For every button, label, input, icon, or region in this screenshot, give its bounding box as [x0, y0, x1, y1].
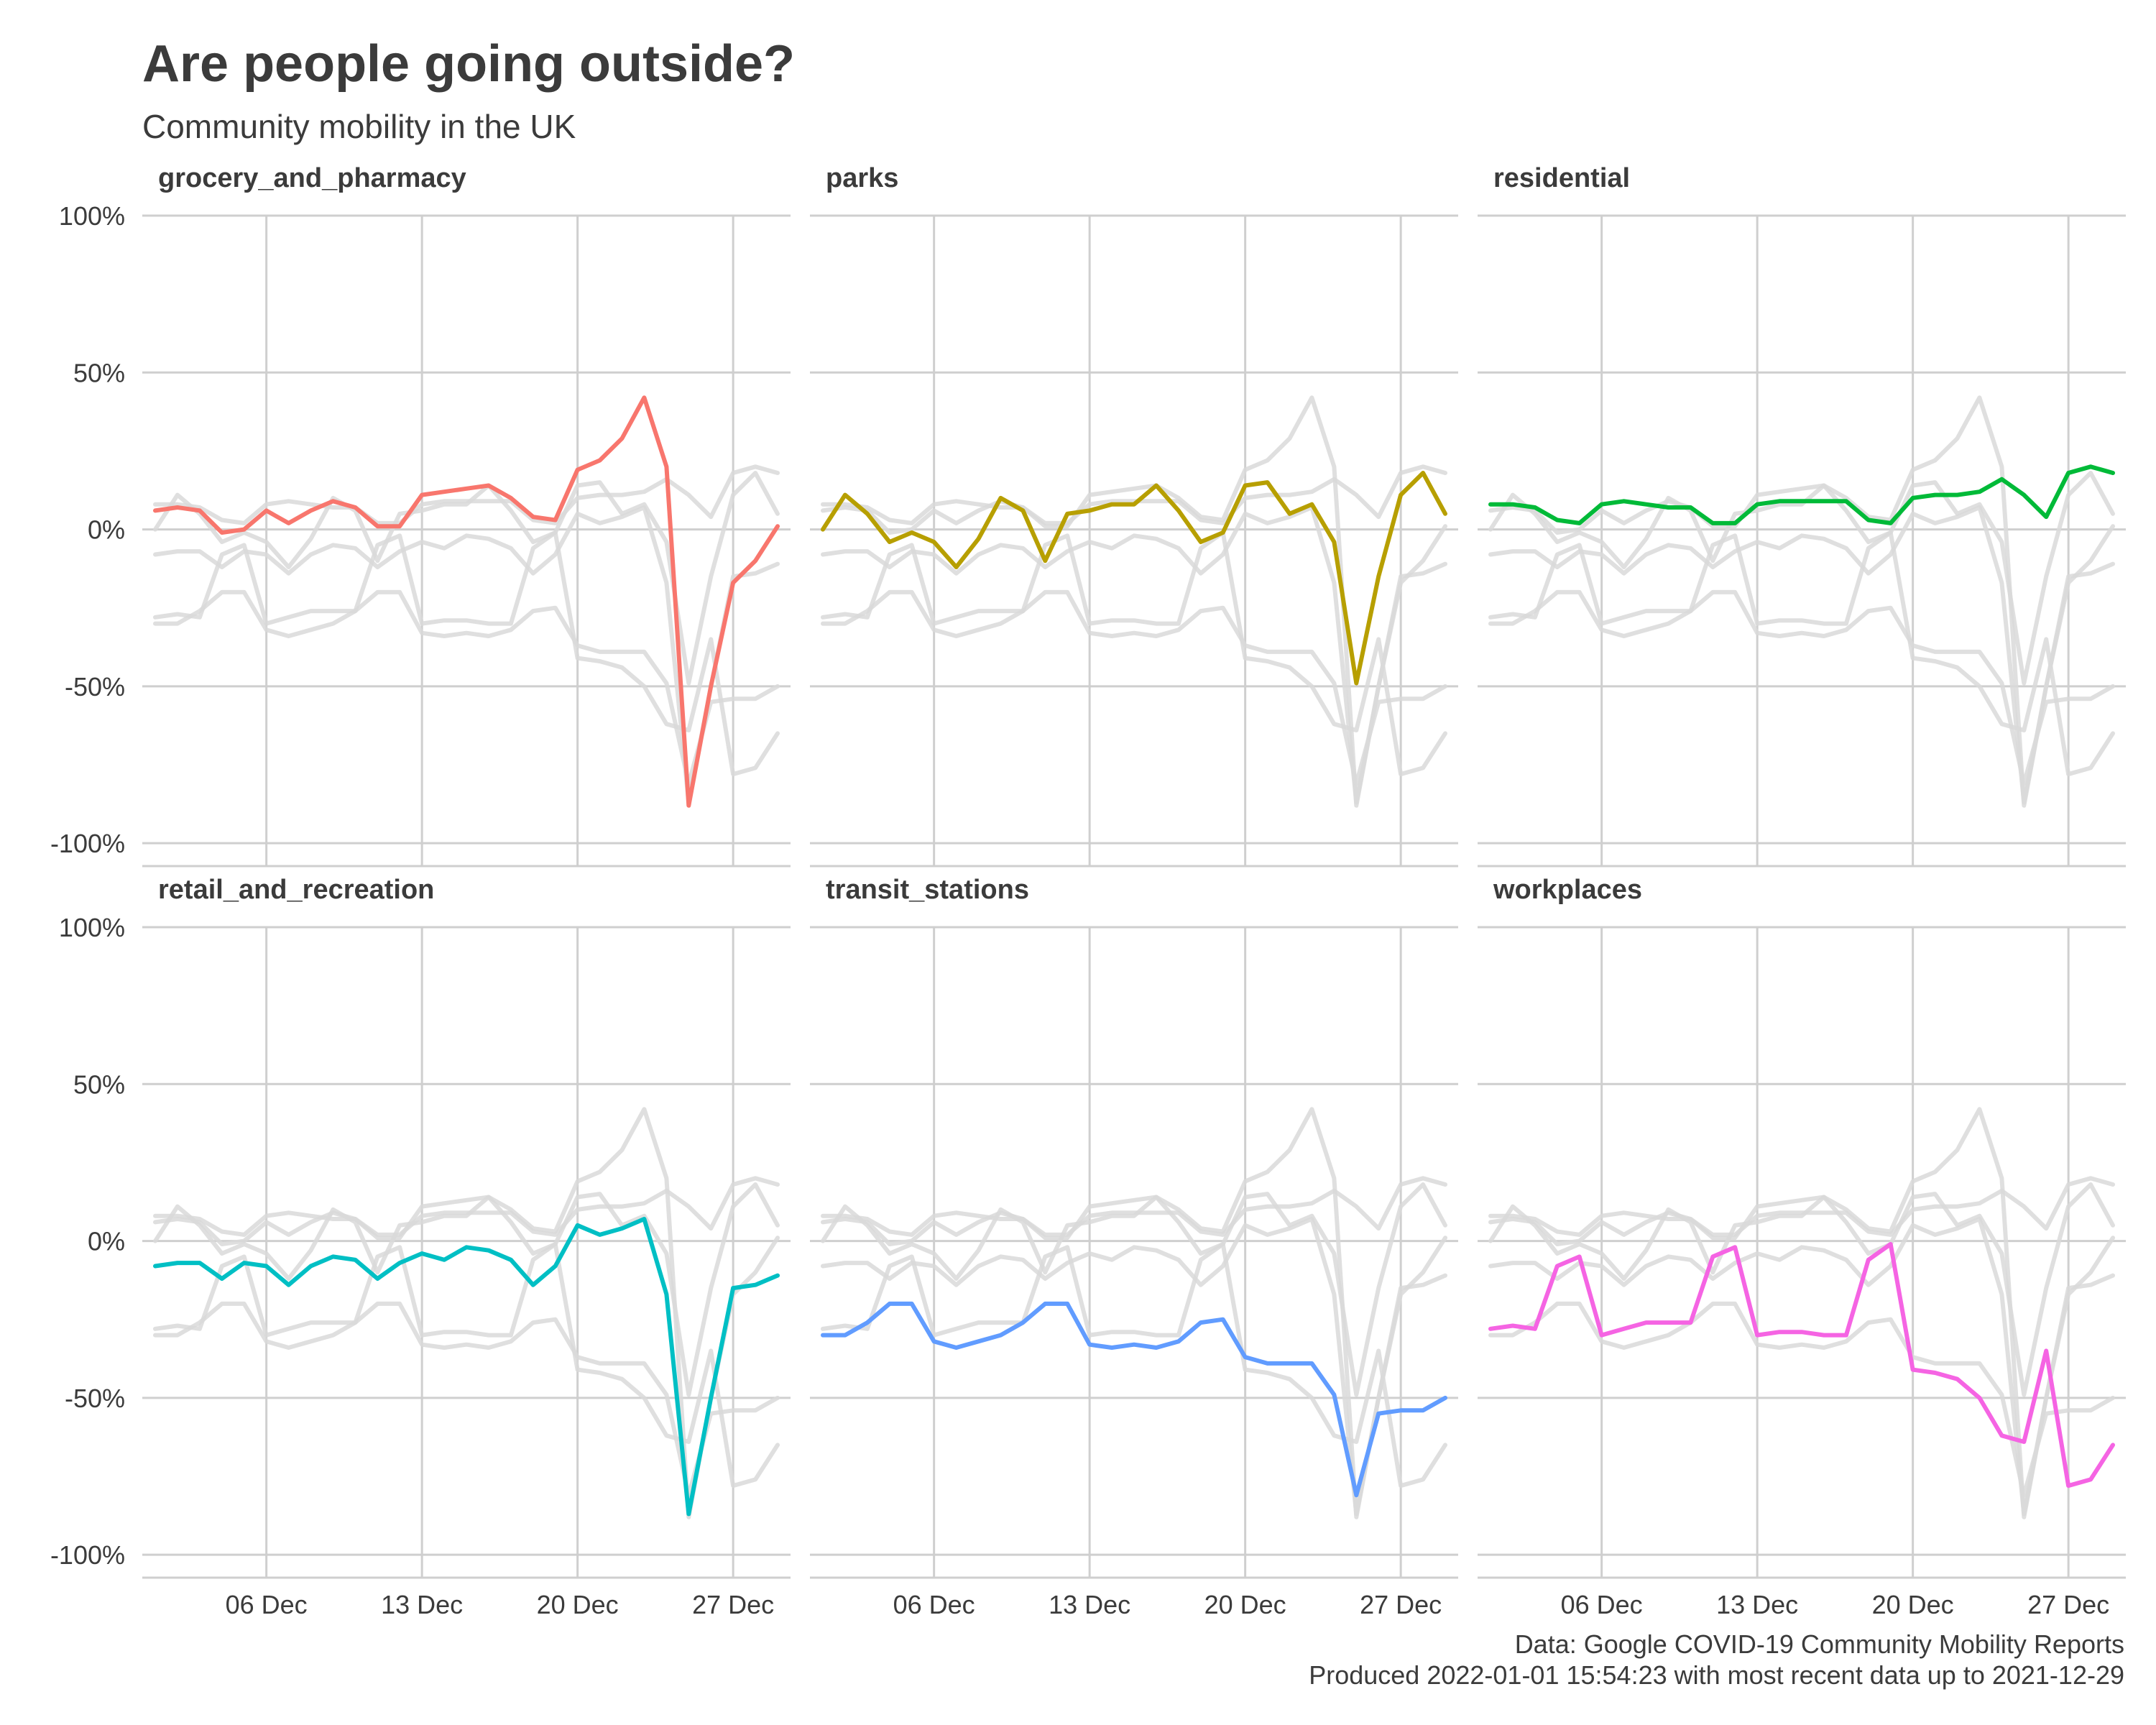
facet-label-parks: parks — [826, 163, 898, 193]
facet-panels: grocery_and_pharmacy 100% 50% 0% -50% -100% pa… — [50, 163, 2126, 1619]
facet-residential: residential — [1478, 163, 2126, 868]
series-line-residential — [1488, 464, 2115, 525]
x-tick-label: 20 Dec — [1204, 1590, 1286, 1619]
background-line-retail_and_recreation — [1488, 505, 2115, 805]
background-line-workplaces — [153, 530, 780, 777]
background-line-retail_and_recreation — [153, 505, 780, 805]
background-line-retail_and_recreation — [1488, 1217, 2115, 1517]
x-tick-label: 06 Dec — [1561, 1590, 1643, 1619]
chart-title: Are people going outside? — [142, 35, 795, 93]
background-line-transit_stations — [1488, 589, 2115, 786]
y-tick-label: 50% — [73, 358, 125, 387]
series-line-workplaces — [1488, 1242, 2115, 1489]
y-tick-label: -100% — [50, 1540, 125, 1570]
x-tick-label: 06 Dec — [226, 1590, 308, 1619]
chart-subtitle: Community mobility in the UK — [142, 108, 576, 145]
y-tick-label: 50% — [73, 1070, 125, 1099]
facet-workplaces: workplaces 06 Dec 13 Dec 20 Dec 27 Dec — [1478, 875, 2126, 1619]
facet-transit_stations: transit_stations 06 Dec 13 Dec 20 Dec 27 Dec — [810, 875, 1458, 1619]
y-tick-label: 0% — [88, 515, 125, 545]
facet-label-transit_stations: transit_stations — [826, 875, 1029, 905]
background-line-parks — [1488, 1182, 2115, 1397]
facet-label-grocery_and_pharmacy: grocery_and_pharmacy — [158, 163, 466, 193]
background-line-residential — [821, 464, 1447, 525]
facet-label-workplaces: workplaces — [1493, 875, 1642, 905]
x-tick-label: 13 Dec — [1716, 1590, 1798, 1619]
x-tick-label: 20 Dec — [1872, 1590, 1954, 1619]
background-line-workplaces — [153, 1242, 780, 1489]
caption-source: Data: Google COVID-19 Community Mobility… — [1515, 1629, 2124, 1659]
background-line-transit_stations — [153, 1301, 780, 1498]
series-line-parks — [821, 471, 1447, 686]
caption-produced: Produced 2022-01-01 15:54:23 with most r… — [1309, 1660, 2124, 1690]
background-line-residential — [153, 1176, 780, 1237]
background-line-residential — [821, 1176, 1447, 1237]
x-tick-label: 27 Dec — [1360, 1590, 1442, 1619]
background-line-residential — [1488, 1176, 2115, 1237]
series-line-transit_stations — [821, 1301, 1447, 1498]
series-line-grocery_and_pharmacy — [153, 395, 780, 808]
x-tick-label: 06 Dec — [893, 1590, 975, 1619]
background-line-transit_stations — [153, 589, 780, 786]
background-line-parks — [153, 471, 780, 686]
background-line-retail_and_recreation — [821, 505, 1447, 805]
x-tick-label: 13 Dec — [1049, 1590, 1130, 1619]
background-line-parks — [153, 1182, 780, 1397]
facet-grocery_and_pharmacy: grocery_and_pharmacy 100% 50% 0% -50% -100% — [50, 163, 791, 868]
y-tick-label: 0% — [88, 1227, 125, 1256]
background-line-retail_and_recreation — [821, 1217, 1447, 1517]
y-tick-label: -50% — [65, 672, 125, 702]
series-line-retail_and_recreation — [153, 1217, 780, 1517]
background-line-transit_stations — [1488, 1301, 2115, 1498]
background-line-residential — [153, 464, 780, 525]
x-tick-label: 27 Dec — [692, 1590, 774, 1619]
background-line-workplaces — [1488, 530, 2115, 777]
y-tick-label: -50% — [65, 1384, 125, 1413]
background-line-parks — [821, 1182, 1447, 1397]
facet-label-residential: residential — [1493, 163, 1630, 193]
facet-retail_and_recreation: retail_and_recreation 100% 50% 0% -50% -100% 0… — [50, 875, 791, 1619]
background-line-workplaces — [821, 530, 1447, 777]
x-tick-label: 27 Dec — [2027, 1590, 2109, 1619]
background-line-parks — [1488, 471, 2115, 686]
facet-parks: parks — [810, 163, 1458, 868]
x-tick-label: 20 Dec — [537, 1590, 619, 1619]
background-line-transit_stations — [821, 589, 1447, 786]
y-tick-label: 100% — [59, 201, 125, 231]
facet-label-retail_and_recreation: retail_and_recreation — [158, 875, 434, 905]
y-tick-label: 100% — [59, 913, 125, 942]
x-tick-label: 13 Dec — [381, 1590, 463, 1619]
y-tick-label: -100% — [50, 829, 125, 858]
